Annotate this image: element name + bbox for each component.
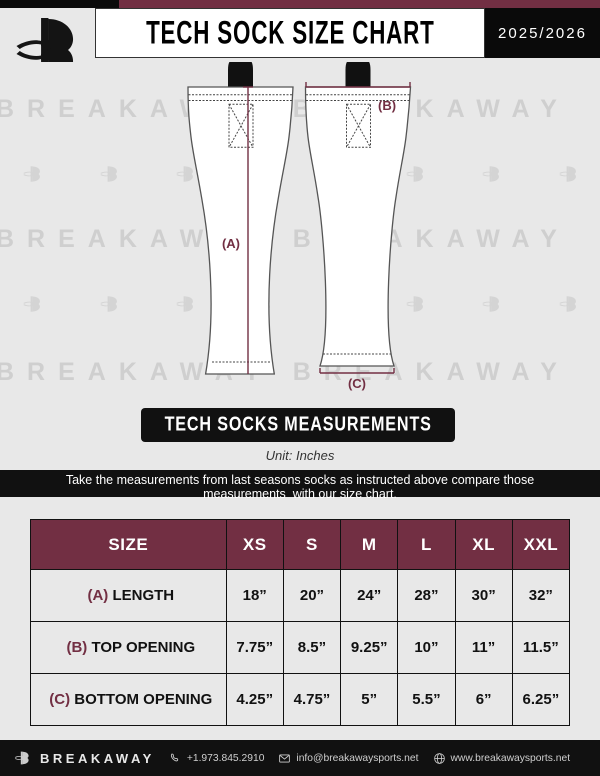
svg-text:(C): (C) [348, 376, 366, 391]
svg-text:(B): (B) [378, 98, 396, 113]
svg-text:(A): (A) [222, 236, 240, 251]
